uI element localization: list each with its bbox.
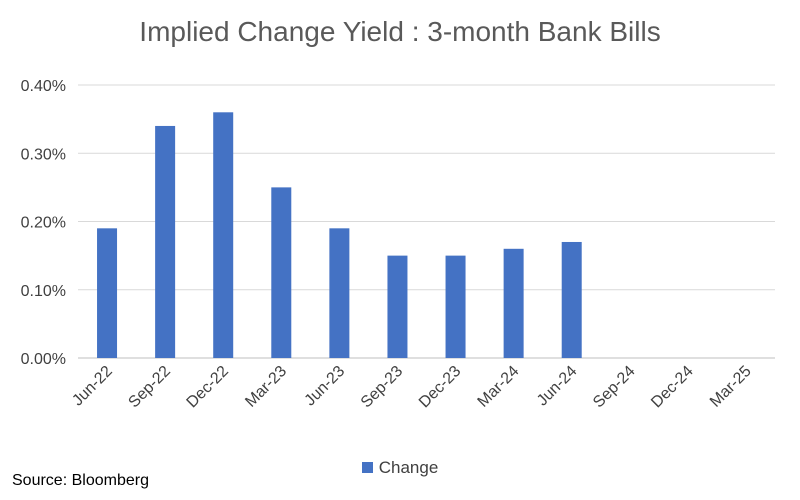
bar	[387, 255, 408, 358]
y-tick-label: 0.10%	[21, 283, 66, 300]
y-tick-label: 0.20%	[21, 215, 66, 232]
bar	[561, 241, 582, 358]
bar	[329, 228, 350, 358]
x-tick-label: Mar-24	[475, 363, 523, 411]
legend-swatch-change	[361, 462, 373, 474]
x-tick-label: Jun-24	[534, 363, 581, 410]
bar	[445, 255, 466, 358]
x-tick-label: Dec-23	[416, 363, 465, 412]
y-tick-label: 0.30%	[21, 146, 66, 163]
x-tick-label: Jun-22	[69, 363, 116, 410]
bar	[97, 228, 118, 358]
legend-label-change: Change	[378, 458, 439, 477]
chart-title: Implied Change Yield : 3-month Bank Bill…	[139, 16, 661, 47]
x-tick-label: Sep-23	[358, 363, 407, 412]
x-tick-label: Sep-22	[125, 363, 174, 412]
x-tick-label: Dec-22	[184, 363, 233, 412]
bar	[213, 112, 234, 358]
legend: Change	[0, 458, 800, 478]
bar	[503, 248, 524, 358]
x-tick-label: Jun-23	[302, 363, 349, 410]
x-tick-label: Sep-24	[590, 363, 639, 412]
y-tick-label: 0.00%	[21, 351, 66, 368]
y-tick-label: 0.40%	[21, 78, 66, 95]
source-note: Source: Bloomberg	[12, 472, 149, 489]
bar	[155, 125, 176, 358]
x-tick-label: Mar-25	[707, 363, 755, 411]
x-tick-label: Dec-24	[648, 363, 697, 412]
x-tick-label: Mar-23	[242, 363, 290, 411]
bar	[271, 187, 292, 358]
